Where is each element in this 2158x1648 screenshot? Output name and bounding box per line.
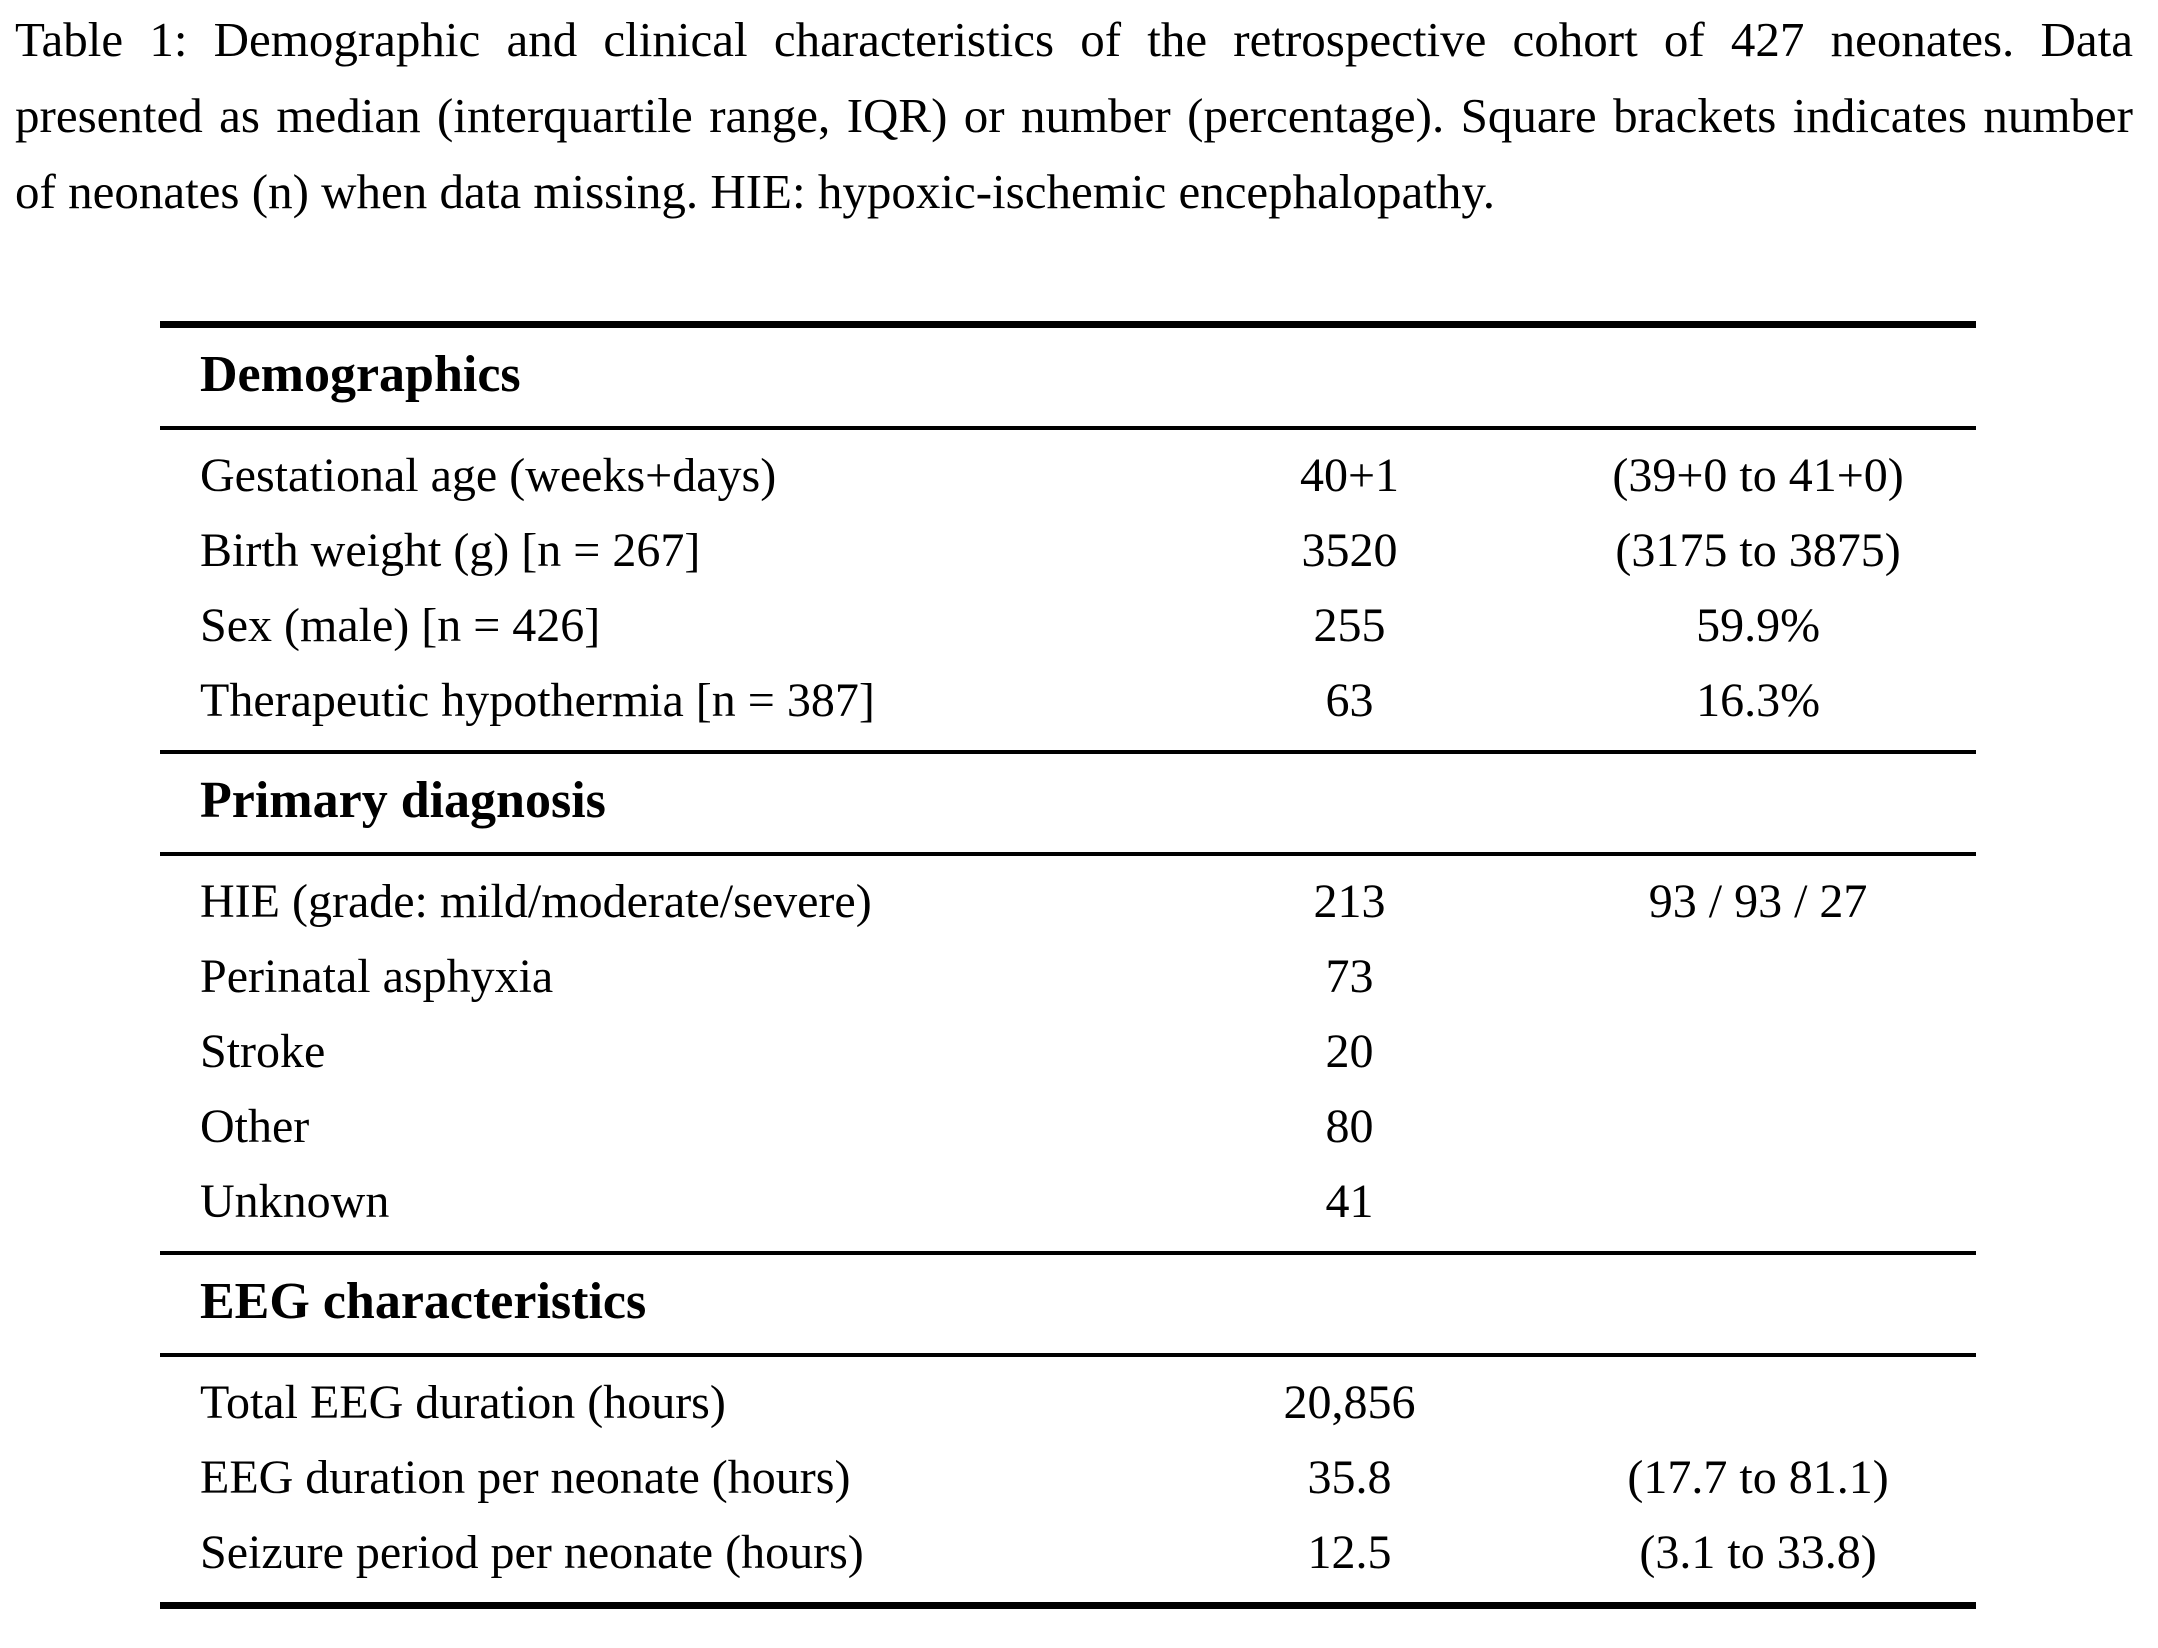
row-value: 73 xyxy=(1325,950,1374,1003)
row-label: EEG duration per neonate (hours) xyxy=(200,1451,851,1504)
row-value: 40+1 xyxy=(1299,449,1400,502)
table-row: Gestational age (weeks+days) 40+1 (39+0 … xyxy=(160,438,1976,513)
section-header-primary-diagnosis: Primary diagnosis xyxy=(200,772,606,829)
demographics-table: Demographics Gestational age (weeks+days… xyxy=(160,321,1976,1609)
row-label: Sex (male) [n = 426] xyxy=(200,599,601,652)
table-row: Sex (male) [n = 426] 255 59.9% xyxy=(160,588,1976,663)
row-range xyxy=(1540,1014,1976,1089)
table-row: Seizure period per neonate (hours) 12.5 … xyxy=(160,1515,1976,1590)
row-label: Other xyxy=(200,1100,310,1153)
row-range xyxy=(1540,939,1976,1014)
row-value: 41 xyxy=(1325,1175,1374,1228)
row-value: 255 xyxy=(1313,599,1386,652)
row-label: Therapeutic hypothermia [n = 387] xyxy=(200,674,875,727)
section-rule xyxy=(160,426,1976,430)
section-rows-primary-diagnosis: HIE (grade: mild/moderate/severe) 213 93… xyxy=(160,856,1976,1251)
row-label: HIE (grade: mild/moderate/severe) xyxy=(200,875,872,928)
row-range: (17.7 to 81.1) xyxy=(1627,1451,1889,1504)
row-value: 80 xyxy=(1325,1100,1374,1153)
table-row: EEG duration per neonate (hours) 35.8 (1… xyxy=(160,1440,1976,1515)
row-value: 20,856 xyxy=(1283,1376,1416,1429)
table-row: Therapeutic hypothermia [n = 387] 63 16.… xyxy=(160,663,1976,738)
row-range: 93 / 93 / 27 xyxy=(1648,875,1868,928)
section-rows-eeg-characteristics: Total EEG duration (hours) 20,856 EEG du… xyxy=(160,1357,1976,1602)
row-value: 213 xyxy=(1313,875,1386,928)
row-label: Perinatal asphyxia xyxy=(200,950,554,1003)
row-label: Gestational age (weeks+days) xyxy=(200,449,777,502)
row-value: 63 xyxy=(1325,674,1374,727)
row-value: 3520 xyxy=(1301,524,1398,577)
section-rule xyxy=(160,1353,1976,1357)
row-value: 12.5 xyxy=(1307,1526,1392,1579)
section-rows-demographics: Gestational age (weeks+days) 40+1 (39+0 … xyxy=(160,430,1976,750)
row-range: 59.9% xyxy=(1696,599,1821,652)
table-top-rule xyxy=(160,321,1976,328)
section-header-demographics: Demographics xyxy=(200,346,521,403)
table-row: Total EEG duration (hours) 20,856 xyxy=(160,1365,1976,1440)
section-rule xyxy=(160,750,1976,754)
section-rule xyxy=(160,1251,1976,1255)
row-value: 35.8 xyxy=(1307,1451,1392,1504)
row-range: (3175 to 3875) xyxy=(1615,524,1901,577)
row-label: Stroke xyxy=(200,1025,326,1078)
row-label: Birth weight (g) [n = 267] xyxy=(200,524,701,577)
table-row: Perinatal asphyxia 73 xyxy=(160,939,1976,1014)
row-range: (39+0 to 41+0) xyxy=(1612,449,1904,502)
row-range xyxy=(1540,1365,1976,1440)
row-label: Seizure period per neonate (hours) xyxy=(200,1526,864,1579)
table-row: Unknown 41 xyxy=(160,1164,1976,1239)
section-rule xyxy=(160,852,1976,856)
row-label: Total EEG duration (hours) xyxy=(200,1376,726,1429)
row-range: (3.1 to 33.8) xyxy=(1639,1526,1877,1579)
table-row: Birth weight (g) [n = 267] 3520 (3175 to… xyxy=(160,513,1976,588)
row-range xyxy=(1540,1164,1976,1239)
row-range xyxy=(1540,1089,1976,1164)
section-header-eeg-characteristics: EEG characteristics xyxy=(200,1273,647,1330)
table-row: HIE (grade: mild/moderate/severe) 213 93… xyxy=(160,864,1976,939)
table-bottom-rule xyxy=(160,1602,1976,1609)
table-row: Stroke 20 xyxy=(160,1014,1976,1089)
row-value: 20 xyxy=(1325,1025,1374,1078)
table-caption: Table 1: Demographic and clinical charac… xyxy=(15,12,2133,219)
row-label: Unknown xyxy=(200,1175,390,1228)
row-range: 16.3% xyxy=(1696,674,1821,727)
table-row: Other 80 xyxy=(160,1089,1976,1164)
